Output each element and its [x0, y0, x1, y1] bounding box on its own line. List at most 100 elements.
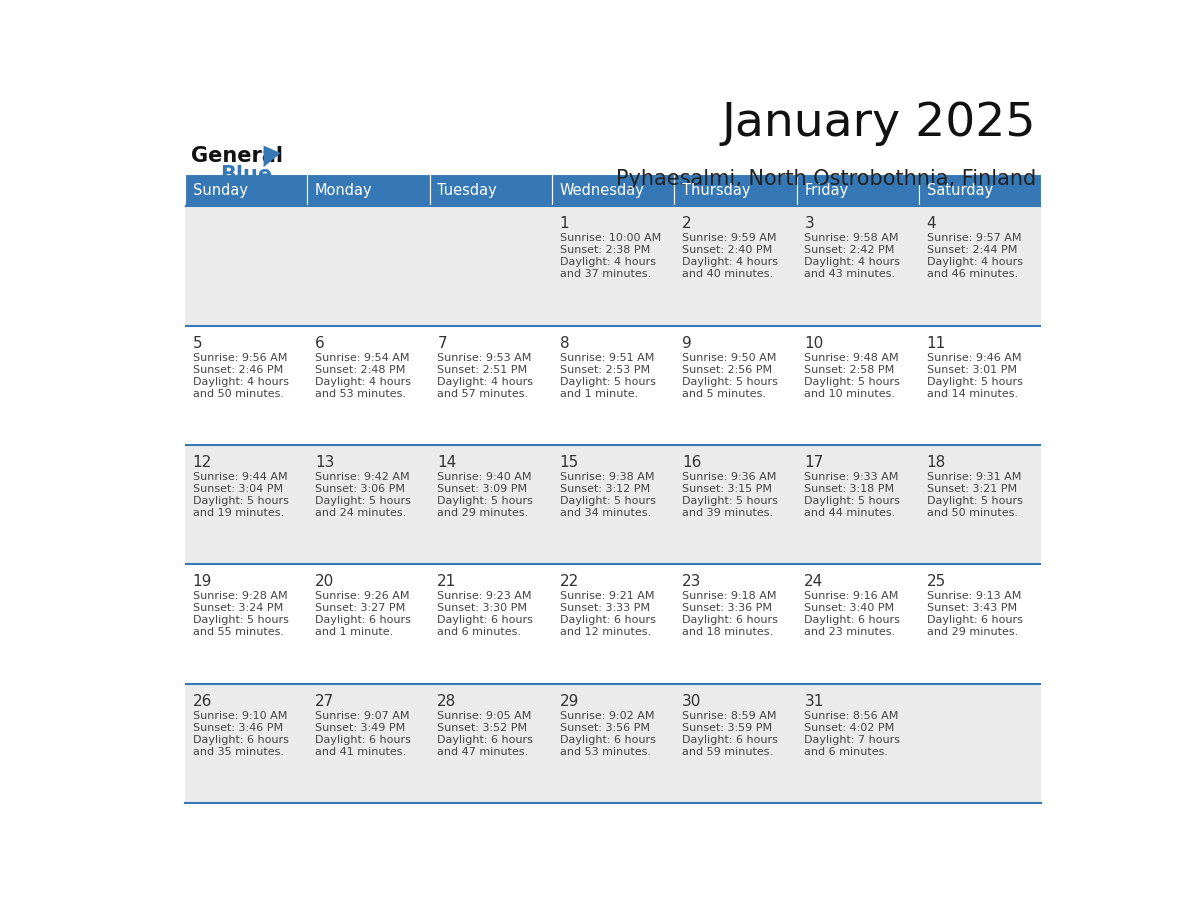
Text: Daylight: 5 hours: Daylight: 5 hours — [804, 376, 901, 386]
Text: 5: 5 — [192, 336, 202, 351]
Text: 6: 6 — [315, 336, 324, 351]
Text: and 43 minutes.: and 43 minutes. — [804, 269, 896, 279]
Bar — [920, 684, 1042, 803]
Text: Daylight: 7 hours: Daylight: 7 hours — [804, 734, 901, 744]
Text: and 14 minutes.: and 14 minutes. — [927, 388, 1018, 398]
Text: Daylight: 6 hours: Daylight: 6 hours — [437, 734, 533, 744]
Text: Daylight: 6 hours: Daylight: 6 hours — [804, 615, 901, 625]
Text: Sunset: 4:02 PM: Sunset: 4:02 PM — [804, 722, 895, 733]
Text: Daylight: 5 hours: Daylight: 5 hours — [682, 496, 778, 506]
Text: and 12 minutes.: and 12 minutes. — [560, 627, 651, 637]
Text: 29: 29 — [560, 694, 579, 709]
Bar — [552, 565, 675, 684]
Bar — [675, 565, 797, 684]
Bar — [308, 565, 430, 684]
Text: and 18 minutes.: and 18 minutes. — [682, 627, 773, 637]
Text: Daylight: 6 hours: Daylight: 6 hours — [560, 615, 656, 625]
Text: 16: 16 — [682, 455, 701, 470]
Text: Sunset: 2:42 PM: Sunset: 2:42 PM — [804, 245, 895, 255]
Text: Sunrise: 9:51 AM: Sunrise: 9:51 AM — [560, 353, 655, 363]
Text: and 1 minute.: and 1 minute. — [560, 388, 638, 398]
Bar — [185, 684, 308, 803]
Text: Daylight: 6 hours: Daylight: 6 hours — [682, 734, 778, 744]
Text: 11: 11 — [927, 336, 946, 351]
Text: Daylight: 4 hours: Daylight: 4 hours — [437, 376, 533, 386]
Text: Sunset: 3:09 PM: Sunset: 3:09 PM — [437, 484, 527, 494]
Text: 13: 13 — [315, 455, 334, 470]
Text: Sunrise: 9:42 AM: Sunrise: 9:42 AM — [315, 472, 410, 482]
Text: Daylight: 5 hours: Daylight: 5 hours — [560, 496, 656, 506]
Text: Sunset: 3:21 PM: Sunset: 3:21 PM — [927, 484, 1017, 494]
Bar — [675, 207, 797, 326]
Text: Sunset: 3:27 PM: Sunset: 3:27 PM — [315, 603, 405, 613]
Text: 9: 9 — [682, 336, 691, 351]
Text: Sunset: 3:18 PM: Sunset: 3:18 PM — [804, 484, 895, 494]
Bar — [552, 326, 675, 445]
Bar — [675, 174, 797, 207]
Text: Sunrise: 9:05 AM: Sunrise: 9:05 AM — [437, 711, 532, 721]
Text: and 53 minutes.: and 53 minutes. — [560, 746, 651, 756]
Text: Daylight: 5 hours: Daylight: 5 hours — [560, 376, 656, 386]
Text: and 29 minutes.: and 29 minutes. — [927, 627, 1018, 637]
Text: Daylight: 6 hours: Daylight: 6 hours — [682, 615, 778, 625]
Text: Daylight: 6 hours: Daylight: 6 hours — [192, 734, 289, 744]
Text: Daylight: 6 hours: Daylight: 6 hours — [560, 734, 656, 744]
Text: Sunrise: 9:16 AM: Sunrise: 9:16 AM — [804, 591, 899, 601]
Text: and 29 minutes.: and 29 minutes. — [437, 508, 529, 518]
Text: Sunset: 2:56 PM: Sunset: 2:56 PM — [682, 364, 772, 375]
Text: and 39 minutes.: and 39 minutes. — [682, 508, 773, 518]
Text: Sunset: 3:49 PM: Sunset: 3:49 PM — [315, 722, 405, 733]
Bar — [552, 174, 675, 207]
Text: Sunset: 2:46 PM: Sunset: 2:46 PM — [192, 364, 283, 375]
Text: Sunrise: 9:02 AM: Sunrise: 9:02 AM — [560, 711, 655, 721]
Text: 27: 27 — [315, 694, 334, 709]
Bar — [552, 207, 675, 326]
Text: Daylight: 5 hours: Daylight: 5 hours — [192, 615, 289, 625]
Text: Daylight: 5 hours: Daylight: 5 hours — [804, 496, 901, 506]
Text: Sunrise: 9:57 AM: Sunrise: 9:57 AM — [927, 233, 1022, 243]
Text: and 47 minutes.: and 47 minutes. — [437, 746, 529, 756]
Text: Daylight: 6 hours: Daylight: 6 hours — [927, 615, 1023, 625]
Text: Friday: Friday — [804, 183, 848, 197]
Text: Sunset: 3:15 PM: Sunset: 3:15 PM — [682, 484, 772, 494]
Text: 24: 24 — [804, 575, 823, 589]
Text: and 57 minutes.: and 57 minutes. — [437, 388, 529, 398]
Text: Daylight: 6 hours: Daylight: 6 hours — [315, 734, 411, 744]
Text: and 35 minutes.: and 35 minutes. — [192, 746, 284, 756]
Text: and 24 minutes.: and 24 minutes. — [315, 508, 406, 518]
Text: Monday: Monday — [315, 183, 373, 197]
Text: Sunset: 2:51 PM: Sunset: 2:51 PM — [437, 364, 527, 375]
Text: Sunrise: 9:21 AM: Sunrise: 9:21 AM — [560, 591, 655, 601]
Text: Daylight: 4 hours: Daylight: 4 hours — [315, 376, 411, 386]
Bar — [185, 207, 308, 326]
Text: Sunset: 3:06 PM: Sunset: 3:06 PM — [315, 484, 405, 494]
Text: Sunrise: 9:53 AM: Sunrise: 9:53 AM — [437, 353, 532, 363]
Text: Daylight: 4 hours: Daylight: 4 hours — [804, 257, 901, 267]
Text: Daylight: 5 hours: Daylight: 5 hours — [927, 376, 1023, 386]
Bar — [308, 207, 430, 326]
Text: 10: 10 — [804, 336, 823, 351]
Text: and 37 minutes.: and 37 minutes. — [560, 269, 651, 279]
Bar — [920, 326, 1042, 445]
Text: Sunset: 3:52 PM: Sunset: 3:52 PM — [437, 722, 527, 733]
Text: Sunrise: 9:07 AM: Sunrise: 9:07 AM — [315, 711, 410, 721]
Text: and 6 minutes.: and 6 minutes. — [804, 746, 889, 756]
Text: Daylight: 4 hours: Daylight: 4 hours — [560, 257, 656, 267]
Text: Sunset: 3:56 PM: Sunset: 3:56 PM — [560, 722, 650, 733]
Text: Sunrise: 9:26 AM: Sunrise: 9:26 AM — [315, 591, 410, 601]
Text: Sunset: 2:58 PM: Sunset: 2:58 PM — [804, 364, 895, 375]
Text: General: General — [191, 146, 283, 165]
Text: Sunday: Sunday — [192, 183, 247, 197]
Text: 19: 19 — [192, 575, 211, 589]
Bar — [920, 174, 1042, 207]
Text: Sunrise: 9:38 AM: Sunrise: 9:38 AM — [560, 472, 655, 482]
Text: Sunrise: 9:36 AM: Sunrise: 9:36 AM — [682, 472, 777, 482]
Text: 17: 17 — [804, 455, 823, 470]
Text: Sunset: 3:04 PM: Sunset: 3:04 PM — [192, 484, 283, 494]
Text: 8: 8 — [560, 336, 569, 351]
Bar — [430, 445, 552, 565]
Text: 15: 15 — [560, 455, 579, 470]
Bar — [185, 565, 308, 684]
Text: Sunrise: 9:56 AM: Sunrise: 9:56 AM — [192, 353, 287, 363]
Text: Daylight: 5 hours: Daylight: 5 hours — [682, 376, 778, 386]
